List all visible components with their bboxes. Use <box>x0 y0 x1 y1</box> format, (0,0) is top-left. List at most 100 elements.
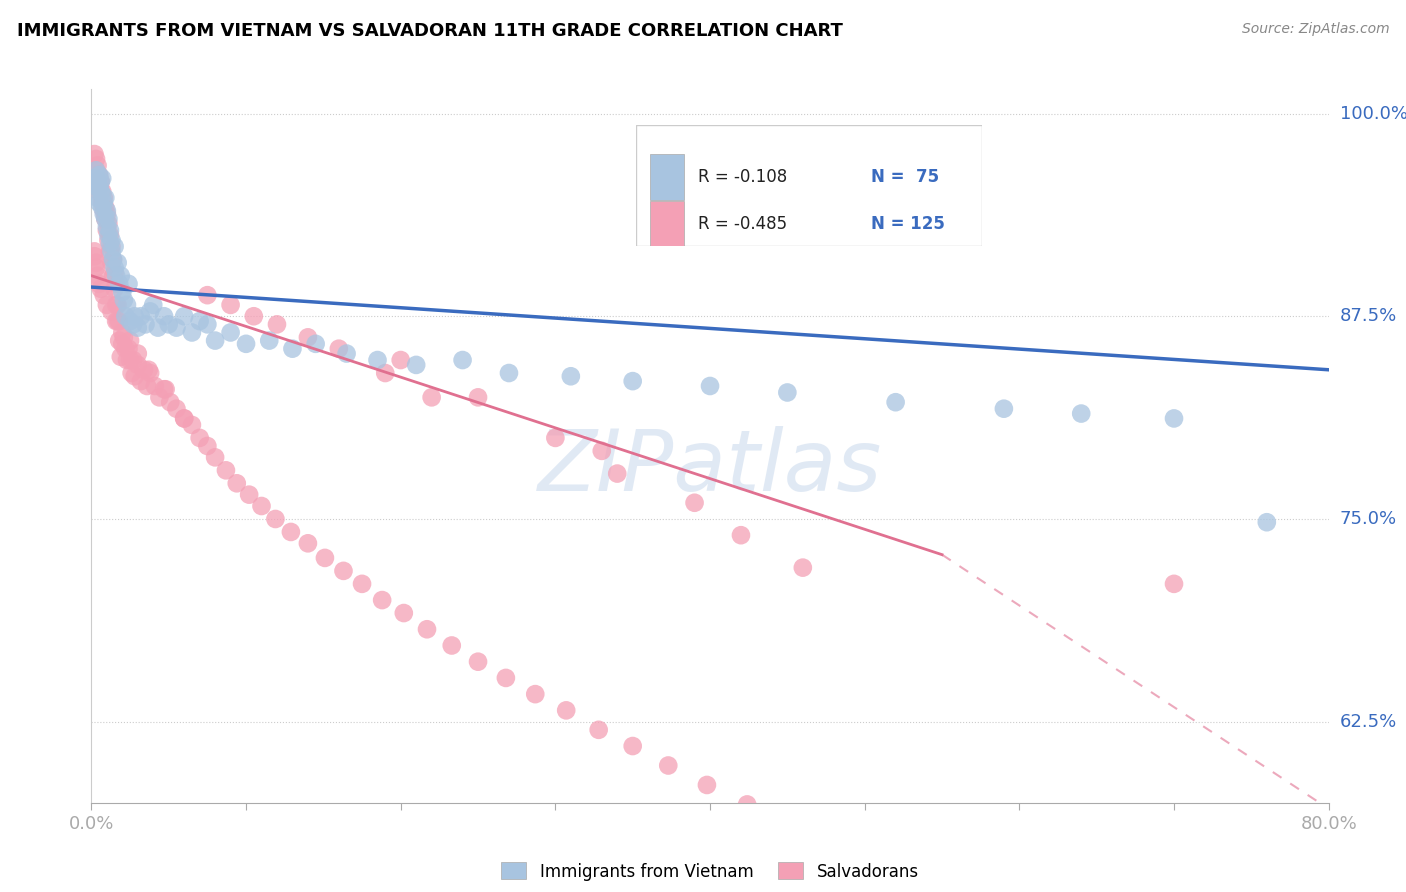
Text: Source: ZipAtlas.com: Source: ZipAtlas.com <box>1241 22 1389 37</box>
Point <box>91 185 114 199</box>
Point <box>83 171 105 186</box>
Point <box>143 379 166 393</box>
Point <box>792 560 814 574</box>
Point <box>98 228 121 243</box>
Point <box>97 233 120 247</box>
Point <box>84 256 107 270</box>
Point <box>188 314 211 328</box>
Point <box>621 374 644 388</box>
Point <box>97 217 120 231</box>
Point <box>86 158 108 172</box>
Point <box>495 671 517 685</box>
Point <box>96 298 118 312</box>
Point <box>127 320 149 334</box>
Point <box>657 758 679 772</box>
Point <box>304 336 326 351</box>
Point <box>108 334 131 348</box>
Point <box>884 395 907 409</box>
Point <box>93 195 115 210</box>
Point <box>588 723 610 737</box>
Point <box>606 467 628 481</box>
Point <box>235 336 257 351</box>
Point <box>117 277 139 291</box>
Point <box>129 374 152 388</box>
Point <box>188 431 211 445</box>
Point <box>97 211 120 226</box>
Point <box>467 655 489 669</box>
Point <box>104 265 127 279</box>
Point <box>1070 407 1092 421</box>
Point <box>105 314 128 328</box>
Point <box>100 256 122 270</box>
Point <box>104 260 127 275</box>
Point <box>108 314 131 328</box>
Point <box>87 179 111 194</box>
Point <box>100 239 122 253</box>
Point <box>250 499 273 513</box>
Point <box>467 390 489 404</box>
Point <box>127 358 149 372</box>
Point <box>122 318 145 332</box>
Point <box>173 310 195 324</box>
Text: 75.0%: 75.0% <box>1340 510 1398 528</box>
Point <box>115 298 138 312</box>
Point <box>778 817 800 831</box>
Point <box>280 524 302 539</box>
Point <box>591 443 613 458</box>
Point <box>111 336 134 351</box>
Point <box>86 191 108 205</box>
Point <box>120 334 141 348</box>
Point <box>730 528 752 542</box>
Point <box>166 401 188 416</box>
Point <box>84 260 107 275</box>
Point <box>696 778 718 792</box>
Point <box>100 304 122 318</box>
Point <box>93 288 115 302</box>
Point <box>215 463 238 477</box>
Point <box>115 353 138 368</box>
Point <box>91 195 114 210</box>
Point <box>94 211 117 226</box>
Point <box>112 293 135 307</box>
Point <box>336 346 357 360</box>
Point <box>120 353 141 368</box>
Point <box>101 268 124 283</box>
Point <box>91 187 114 202</box>
Point <box>392 606 415 620</box>
Point <box>219 326 242 340</box>
Point <box>153 310 176 324</box>
Point <box>112 330 135 344</box>
Point <box>107 256 129 270</box>
Point <box>297 536 319 550</box>
Point <box>238 488 260 502</box>
Point <box>87 179 111 194</box>
Point <box>374 366 396 380</box>
Point <box>93 207 115 221</box>
Point <box>101 252 124 267</box>
Point <box>98 223 121 237</box>
Point <box>225 476 247 491</box>
Point <box>84 163 107 178</box>
Text: 62.5%: 62.5% <box>1340 713 1398 731</box>
Point <box>139 304 162 318</box>
Point <box>87 277 111 291</box>
Point <box>195 439 219 453</box>
Point <box>366 353 388 368</box>
Point <box>96 220 118 235</box>
Point <box>100 233 122 247</box>
Point <box>98 236 121 251</box>
Point <box>204 450 226 465</box>
Point <box>124 369 146 384</box>
Point <box>120 314 141 328</box>
Point <box>281 342 304 356</box>
Point <box>155 382 177 396</box>
Point <box>124 310 146 324</box>
Point <box>104 282 127 296</box>
Point <box>173 411 195 425</box>
Point <box>242 310 264 324</box>
Point <box>264 512 287 526</box>
Text: IMMIGRANTS FROM VIETNAM VS SALVADORAN 11TH GRADE CORRELATION CHART: IMMIGRANTS FROM VIETNAM VS SALVADORAN 11… <box>17 22 842 40</box>
Point <box>259 334 281 348</box>
Point <box>352 577 374 591</box>
Point <box>110 268 132 283</box>
